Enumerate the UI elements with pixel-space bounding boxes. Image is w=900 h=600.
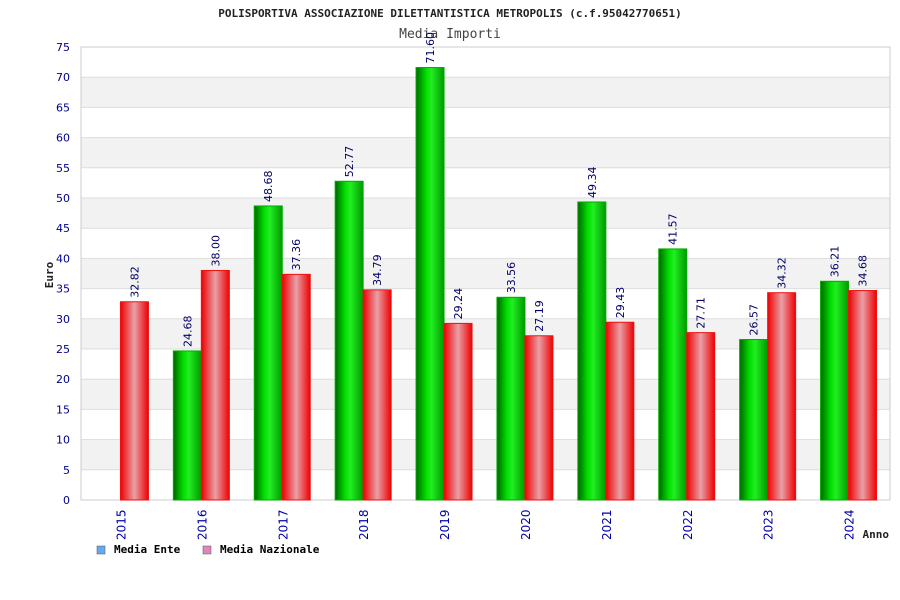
value-label-media-nazionale-2018: 34.79 bbox=[371, 254, 384, 286]
y-tick-label: 30 bbox=[56, 313, 70, 326]
x-axis-label: Anno bbox=[863, 528, 890, 541]
y-tick-label: 75 bbox=[56, 41, 70, 54]
bar-media-ente-2016 bbox=[172, 350, 202, 501]
y-tick-label: 0 bbox=[63, 494, 70, 507]
chart-title: POLISPORTIVA ASSOCIAZIONE DILETTANTISTIC… bbox=[218, 7, 682, 20]
x-tick-label-2015: 2015 bbox=[114, 509, 128, 540]
legend-label-media-nazionale: Media Nazionale bbox=[220, 543, 320, 556]
legend-swatch-media-nazionale bbox=[202, 545, 212, 555]
value-label-media-ente-2017: 48.68 bbox=[262, 170, 275, 202]
bar-media-ente-2021 bbox=[577, 201, 607, 501]
x-tick-label-2024: 2024 bbox=[843, 509, 857, 540]
x-tick-label-2021: 2021 bbox=[600, 509, 614, 540]
x-tick-label-2020: 2020 bbox=[519, 509, 533, 540]
grid-band bbox=[81, 77, 890, 108]
value-label-media-nazionale-2024: 34.68 bbox=[857, 255, 870, 287]
grid-band bbox=[81, 198, 890, 229]
bar-media-ente-2019 bbox=[415, 67, 445, 501]
y-tick-label: 50 bbox=[56, 192, 70, 205]
value-label-media-ente-2019: 71.60 bbox=[424, 32, 437, 64]
bar-media-ente-2020 bbox=[496, 296, 526, 501]
value-label-media-nazionale-2015: 32.82 bbox=[128, 266, 141, 298]
x-tick-label-2016: 2016 bbox=[195, 509, 209, 540]
y-tick-label: 55 bbox=[56, 162, 70, 175]
y-tick-label: 45 bbox=[56, 222, 70, 235]
y-tick-label: 40 bbox=[56, 252, 70, 265]
y-tick-label: 65 bbox=[56, 101, 70, 114]
bars bbox=[119, 67, 878, 501]
y-tick-label: 5 bbox=[63, 464, 70, 477]
bar-media-nazionale-2018 bbox=[362, 289, 392, 501]
value-labels: 32.82 24.68 38.00 48.68 37.36 52.77 34.79 71.60… bbox=[128, 32, 869, 347]
value-label-media-ente-2018: 52.77 bbox=[343, 146, 356, 178]
bar-media-nazionale-2020 bbox=[524, 335, 554, 501]
y-tick-label: 60 bbox=[56, 132, 70, 145]
x-axis-ticks: 2015 2016 2017 2018 2019 2020 2021 2022 2023 2024 bbox=[114, 509, 856, 540]
y-tick-label: 35 bbox=[56, 283, 70, 296]
y-tick-label: 10 bbox=[56, 434, 70, 447]
value-label-media-nazionale-2022: 27.71 bbox=[695, 297, 708, 329]
x-tick-label-2017: 2017 bbox=[276, 509, 290, 540]
value-label-media-ente-2021: 49.34 bbox=[586, 166, 599, 198]
value-label-media-ente-2024: 36.21 bbox=[829, 246, 842, 278]
y-tick-label: 25 bbox=[56, 343, 70, 356]
bar-media-ente-2022 bbox=[658, 248, 688, 501]
bar-media-nazionale-2017 bbox=[281, 273, 311, 501]
value-label-media-nazionale-2020: 27.19 bbox=[533, 300, 546, 332]
value-label-media-nazionale-2023: 34.32 bbox=[776, 257, 789, 289]
bar-media-ente-2023 bbox=[739, 339, 769, 501]
bar-media-ente-2017 bbox=[253, 205, 283, 501]
value-label-media-nazionale-2021: 29.43 bbox=[614, 287, 627, 319]
bar-media-nazionale-2024 bbox=[848, 290, 878, 501]
bar-media-nazionale-2016 bbox=[200, 269, 230, 501]
x-tick-label-2023: 2023 bbox=[762, 509, 776, 540]
legend-label-media-ente: Media Ente bbox=[114, 543, 181, 556]
bar-media-nazionale-2021 bbox=[605, 321, 635, 501]
value-label-media-ente-2023: 26.57 bbox=[748, 304, 761, 336]
y-tick-label: 15 bbox=[56, 403, 70, 416]
value-label-media-ente-2022: 41.57 bbox=[667, 213, 680, 245]
value-label-media-nazionale-2016: 38.00 bbox=[209, 235, 222, 267]
value-label-media-ente-2016: 24.68 bbox=[181, 315, 194, 347]
y-tick-label: 20 bbox=[56, 373, 70, 386]
y-axis-label: Euro bbox=[43, 261, 56, 288]
value-label-media-nazionale-2019: 29.24 bbox=[452, 288, 465, 320]
x-tick-label-2018: 2018 bbox=[357, 509, 371, 540]
bar-media-ente-2024 bbox=[820, 280, 850, 501]
bar-media-nazionale-2019 bbox=[443, 322, 473, 501]
bar-media-ente-2018 bbox=[334, 180, 364, 501]
grid-band bbox=[81, 137, 890, 168]
y-tick-label: 70 bbox=[56, 71, 70, 84]
value-label-media-nazionale-2017: 37.36 bbox=[290, 239, 303, 271]
bar-media-nazionale-2023 bbox=[767, 292, 797, 501]
value-label-media-ente-2020: 33.56 bbox=[505, 262, 518, 294]
x-tick-label-2019: 2019 bbox=[438, 509, 452, 540]
x-tick-label-2022: 2022 bbox=[681, 509, 695, 540]
bar-media-nazionale-2022 bbox=[686, 332, 716, 501]
bar-media-nazionale-2015 bbox=[119, 301, 149, 501]
plot-border bbox=[80, 46, 891, 501]
legend-swatch-media-ente bbox=[96, 545, 106, 555]
y-axis-ticks: 0 5 10 15 20 25 30 35 40 45 50 55 60 65 70 75 bbox=[56, 41, 70, 507]
chart-subtitle: Media Importi bbox=[399, 27, 501, 42]
legend: Media Ente Media Nazionale bbox=[96, 543, 320, 556]
